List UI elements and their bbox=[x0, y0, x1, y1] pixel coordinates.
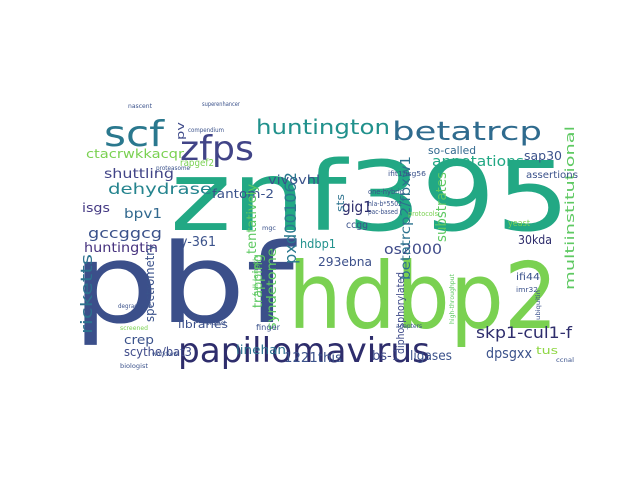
cloud-word: linehan bbox=[236, 343, 286, 357]
cloud-word: isgs bbox=[82, 201, 110, 215]
cloud-word: full-length bbox=[252, 256, 260, 296]
cloud-word: protocols bbox=[408, 210, 438, 218]
cloud-word: skp1-cul1-f bbox=[476, 323, 572, 342]
cloud-word: degradation bbox=[118, 303, 152, 310]
cloud-word: fantom-2 bbox=[212, 187, 274, 201]
cloud-word: hdbp2 bbox=[288, 243, 558, 350]
cloud-word: assertions bbox=[526, 170, 578, 181]
cloud-word: pac-based bbox=[368, 208, 398, 216]
cloud-word: mgc bbox=[262, 225, 276, 232]
cloud-word: libraries bbox=[178, 318, 228, 331]
cloud-word: ubiquitin bbox=[535, 290, 542, 320]
cloud-word: tus bbox=[536, 344, 558, 357]
cloud-word: so-called bbox=[428, 144, 476, 157]
cloud-word: y-361 bbox=[180, 235, 216, 250]
cloud-word: hdbp1 bbox=[300, 237, 336, 251]
cloud-word: trapping bbox=[251, 254, 266, 308]
cloud-word: spectrometry bbox=[143, 244, 157, 322]
cloud-word: 1221this bbox=[284, 351, 342, 366]
cloud-word: pbf bbox=[72, 220, 297, 348]
cloud-word: 293ebna bbox=[318, 255, 372, 269]
cloud-word: multiinstitutional bbox=[563, 126, 577, 290]
cloud-word: scf bbox=[104, 114, 166, 155]
cloud-word: annotations bbox=[432, 154, 524, 170]
cloud-word: substrates bbox=[434, 172, 450, 242]
cloud-word: pxd001062 bbox=[281, 172, 300, 264]
cloud-word: screened bbox=[120, 325, 148, 332]
cloud-word: betatrcp bbox=[392, 117, 542, 147]
cloud-word: sts bbox=[334, 194, 347, 212]
cloud-word: diphosphorylated bbox=[394, 272, 407, 354]
cloud-word: znf395 bbox=[170, 141, 570, 253]
cloud-word: compendium bbox=[188, 127, 224, 134]
cloud-word: dpsgxx bbox=[486, 346, 532, 362]
cloud-word: ccnal bbox=[556, 357, 574, 364]
cloud-word: betatrcp2/fbxw1 bbox=[399, 156, 414, 280]
cloud-word: tentatively bbox=[245, 184, 260, 254]
cloud-word: papillomavirus bbox=[178, 331, 430, 371]
cloud-word: adapters bbox=[396, 323, 422, 330]
cloud-word: bs-1 bbox=[372, 349, 400, 364]
cloud-word: crep bbox=[124, 333, 154, 347]
cloud-word: ligases bbox=[410, 349, 452, 364]
cloud-word: ccgg bbox=[346, 220, 368, 231]
cloud-word: project bbox=[206, 320, 227, 327]
cloud-word: proteasome bbox=[156, 165, 190, 172]
cloud-word: 30kda bbox=[518, 233, 552, 247]
cloud-word: superenhancer bbox=[202, 101, 240, 108]
cloud-word: ricketts bbox=[77, 254, 96, 334]
cloud-word: ctacrwkkacqr bbox=[86, 147, 184, 161]
cloud-word: finger bbox=[256, 323, 281, 332]
cloud-word: imr32 bbox=[516, 286, 538, 294]
cloud-word: vivovhl bbox=[268, 173, 320, 187]
cloud-word: scythe/bat3 bbox=[124, 345, 192, 359]
cloud-word: bpv1 bbox=[124, 207, 162, 222]
cloud-word: gccggcg bbox=[88, 226, 162, 242]
cloud-word: shuttling bbox=[104, 167, 174, 182]
cloud-word: rapgef2 bbox=[180, 158, 214, 169]
cloud-word: dehydrase bbox=[108, 180, 212, 198]
cloud-word: huntington bbox=[256, 115, 390, 139]
cloud-word: high-throughput bbox=[449, 273, 456, 324]
cloud-word: biologist bbox=[120, 363, 149, 370]
cloud-word: workflow bbox=[152, 351, 178, 358]
cloud-word: one-hybrid bbox=[368, 188, 404, 196]
cloud-word: os2000 bbox=[384, 242, 442, 258]
cloud-word: ifi44 bbox=[516, 272, 540, 283]
cloud-word: yeast bbox=[508, 219, 530, 229]
cloud-word: huntingtin bbox=[84, 241, 158, 256]
cloud-word: gig1 bbox=[342, 198, 372, 216]
cloud-word: nascent bbox=[128, 103, 153, 110]
cloud-word: hla-b*5502 bbox=[368, 200, 402, 208]
cloud-background bbox=[80, 96, 574, 366]
cloud-word: ifit1/isg56 bbox=[388, 170, 427, 178]
cloud-word: zfps bbox=[180, 129, 254, 169]
cloud-word: sap30 bbox=[524, 149, 562, 163]
cloud-word: syndetome bbox=[265, 248, 280, 330]
cloud-word: pv bbox=[174, 121, 187, 140]
